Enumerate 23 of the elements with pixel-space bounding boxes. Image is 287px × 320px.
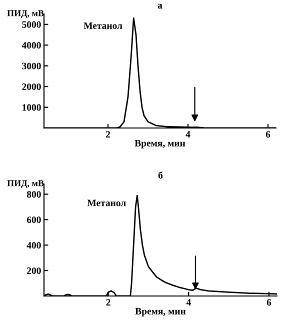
y-tick-label: 1000 xyxy=(22,104,41,111)
x-axis-title: Время, мин xyxy=(135,308,186,316)
y-tick-label: 3000 xyxy=(22,62,41,70)
chart-title: б xyxy=(158,171,163,179)
x-tick-label: 2 xyxy=(106,131,110,138)
y-tick-label: 2000 xyxy=(22,83,41,90)
x-tick-label: 4 xyxy=(186,299,191,306)
x-tick-label: 6 xyxy=(266,299,272,306)
annotation: Метанол xyxy=(87,200,126,206)
y-tick-label: 800 xyxy=(26,191,41,198)
y-axis-title: ПИД, мВ xyxy=(7,10,44,18)
x-tick-label: 6 xyxy=(266,131,270,138)
x-tick-label: 2 xyxy=(106,299,110,306)
y-axis-title: ПИД, мВ xyxy=(7,180,44,188)
y-tick-label: 200 xyxy=(27,267,41,274)
y-tick-label: 5000 xyxy=(22,21,41,28)
x-tick-label: 4 xyxy=(186,131,190,138)
y-tick-label: 4000 xyxy=(22,42,41,49)
x-axis-title: Время, мин xyxy=(134,140,186,148)
chart-title: а xyxy=(158,4,162,9)
y-tick-label: 400 xyxy=(26,242,41,249)
annotation: Метанол xyxy=(84,22,122,29)
y-tick-label: 600 xyxy=(26,216,41,224)
